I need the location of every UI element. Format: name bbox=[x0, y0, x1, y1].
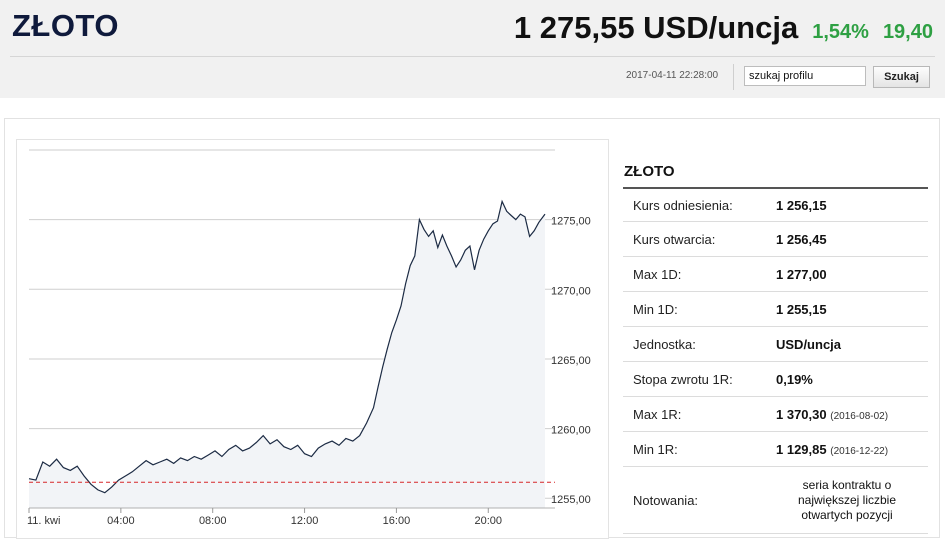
search-separator bbox=[733, 64, 734, 90]
info-value: USD/uncja bbox=[776, 337, 928, 352]
price-line bbox=[28, 199, 546, 494]
info-value-text: 1 277,00 bbox=[776, 266, 827, 282]
change-absolute: 19,40 bbox=[882, 21, 933, 43]
info-row: Min 1R: 1 129,85 (2016-12-22) bbox=[623, 432, 928, 467]
y-tick-label: 1265,00 bbox=[551, 355, 591, 367]
info-label: Min 1D: bbox=[633, 301, 678, 317]
search-input[interactable] bbox=[744, 66, 866, 86]
info-label: Jednostka: bbox=[633, 336, 696, 352]
info-label: Kurs odniesienia: bbox=[633, 197, 733, 213]
info-label: Max 1R: bbox=[633, 406, 682, 422]
y-tick-label: 1270,00 bbox=[551, 285, 591, 297]
info-date: (2016-08-02) bbox=[830, 410, 889, 422]
price-area bbox=[29, 201, 545, 508]
y-tick-label: 1255,00 bbox=[551, 494, 591, 506]
search-button[interactable]: Szukaj bbox=[873, 66, 930, 88]
x-tick-label: 04:00 bbox=[107, 515, 135, 527]
y-tick-label: 1275,00 bbox=[551, 216, 591, 228]
info-value: 1 256,45 bbox=[776, 232, 928, 247]
info-value: 1 277,00 bbox=[776, 267, 928, 282]
info-value-text: 1 255,15 bbox=[776, 301, 827, 317]
info-row: Max 1R: 1 370,30 (2016-08-02) bbox=[623, 397, 928, 432]
info-value-text: 1 129,85 bbox=[776, 441, 827, 457]
x-tick-label: 12:00 bbox=[291, 515, 319, 527]
info-label: Notowania: bbox=[633, 492, 699, 508]
x-tick-label: 11. kwi bbox=[27, 515, 60, 527]
info-row: Max 1D: 1 277,00 bbox=[623, 257, 928, 292]
info-label: Min 1R: bbox=[633, 441, 678, 457]
info-value-text: 1 256,45 bbox=[776, 231, 827, 247]
info-row: Notowania: seria kontraktu o największej … bbox=[623, 467, 928, 534]
info-value-text: 0,19% bbox=[776, 371, 813, 387]
info-row: Jednostka: USD/uncja bbox=[623, 327, 928, 362]
info-row: Kurs odniesienia: 1 256,15 bbox=[623, 189, 928, 222]
info-table: Kurs odniesienia: 1 256,15 Kurs otwarcia: 1… bbox=[623, 187, 928, 534]
change-percent: 1,54% bbox=[812, 21, 869, 43]
info-row: Min 1D: 1 255,15 bbox=[623, 292, 928, 327]
info-value: seria kontraktu o największej liczbie ot… bbox=[776, 478, 928, 523]
info-label: Max 1D: bbox=[633, 266, 682, 282]
info-value-text: seria kontraktu o największej liczbie ot… bbox=[797, 477, 897, 522]
info-title: ZŁOTO bbox=[624, 163, 675, 180]
header-divider bbox=[10, 56, 935, 57]
info-value: 1 255,15 bbox=[776, 302, 928, 317]
info-date: (2016-12-22) bbox=[830, 445, 889, 457]
info-value: 1 370,30 (2016-08-02) bbox=[776, 407, 928, 422]
current-price: 1 275,55 USD/uncja bbox=[513, 10, 799, 45]
info-value: 1 256,15 bbox=[776, 198, 928, 213]
x-tick-label: 20:00 bbox=[475, 515, 503, 527]
info-row: Stopa zwrotu 1R: 0,19% bbox=[623, 362, 928, 397]
price-block: 1 275,55 USD/uncja 1,54% 19,40 bbox=[514, 10, 933, 46]
info-value-text: USD/uncja bbox=[776, 336, 842, 352]
info-value: 1 129,85 (2016-12-22) bbox=[776, 442, 928, 457]
info-label: Kurs otwarcia: bbox=[633, 231, 716, 247]
info-value-text: 1 370,30 bbox=[776, 406, 827, 422]
header-bar: ZŁOTO 1 275,55 USD/uncja 1,54% 19,40 201… bbox=[0, 0, 945, 98]
info-value: 0,19% bbox=[776, 372, 928, 387]
price-chart: 1255,00 1260,00 1265,00 1270,00 1275,00 11. k… bbox=[16, 139, 609, 539]
info-label: Stopa zwrotu 1R: bbox=[633, 371, 733, 387]
page-title: ZŁOTO bbox=[12, 8, 119, 43]
info-row: Kurs otwarcia: 1 256,45 bbox=[623, 222, 928, 257]
timestamp: 2017-04-11 22:28:00 bbox=[626, 70, 719, 81]
chart-svg: 1255,00 1260,00 1265,00 1270,00 1275,00 11. k… bbox=[27, 149, 591, 527]
info-value-text: 1 256,15 bbox=[776, 197, 827, 213]
y-tick-label: 1260,00 bbox=[551, 425, 591, 437]
x-tick-label: 16:00 bbox=[383, 515, 411, 527]
x-tick-label: 08:00 bbox=[199, 515, 227, 527]
